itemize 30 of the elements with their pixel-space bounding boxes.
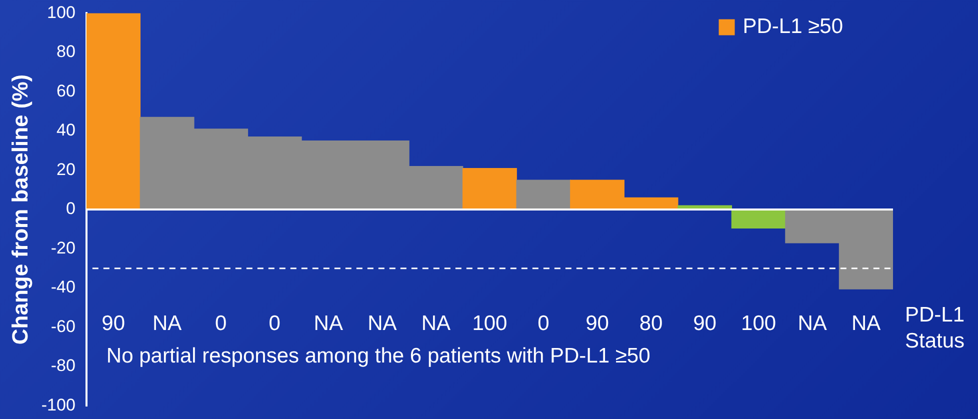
x-tick-label: 0 bbox=[215, 312, 227, 336]
x-tick-label: NA bbox=[368, 312, 397, 336]
y-tick-label: -60 bbox=[50, 316, 76, 336]
x-tick-label: NA bbox=[421, 312, 451, 336]
x-tick-label: NA bbox=[798, 312, 827, 336]
x-tick-label: 90 bbox=[586, 312, 609, 336]
y-tick-label: -100 bbox=[41, 395, 76, 414]
y-tick-label: 40 bbox=[56, 120, 76, 140]
x-tick-label: 90 bbox=[693, 312, 716, 336]
y-tick-label: -20 bbox=[50, 238, 76, 258]
y-tick-label: 60 bbox=[56, 81, 76, 100]
x-tick-label: NA bbox=[152, 312, 182, 336]
y-tick-label: -40 bbox=[50, 278, 76, 297]
y-axis-title: Change from baseline (%) bbox=[7, 74, 32, 345]
x-tick-label: 0 bbox=[268, 312, 280, 336]
x-tick-label: 100 bbox=[741, 312, 776, 336]
y-tick-label: 0 bbox=[66, 199, 76, 218]
x-tick-label: NA bbox=[852, 312, 881, 336]
y-tick-label: 80 bbox=[56, 42, 76, 62]
x-axis-title: PD-L1 Status bbox=[905, 303, 965, 352]
x-tick-label: 90 bbox=[102, 312, 125, 336]
x-tick-label: NA bbox=[314, 312, 343, 336]
legend-label: PD-L1 ≥50 bbox=[742, 14, 844, 38]
x-tick-label: 80 bbox=[639, 312, 663, 336]
y-tick-label: 100 bbox=[47, 2, 76, 22]
y-tick-label: -80 bbox=[50, 356, 76, 376]
x-tick-label: 0 bbox=[538, 312, 550, 336]
annotation: No partial responses among the 6 patients with PD-L1 ≥50 bbox=[106, 344, 650, 368]
x-tick-label: 100 bbox=[472, 312, 508, 336]
y-tick-label: 20 bbox=[56, 160, 76, 179]
